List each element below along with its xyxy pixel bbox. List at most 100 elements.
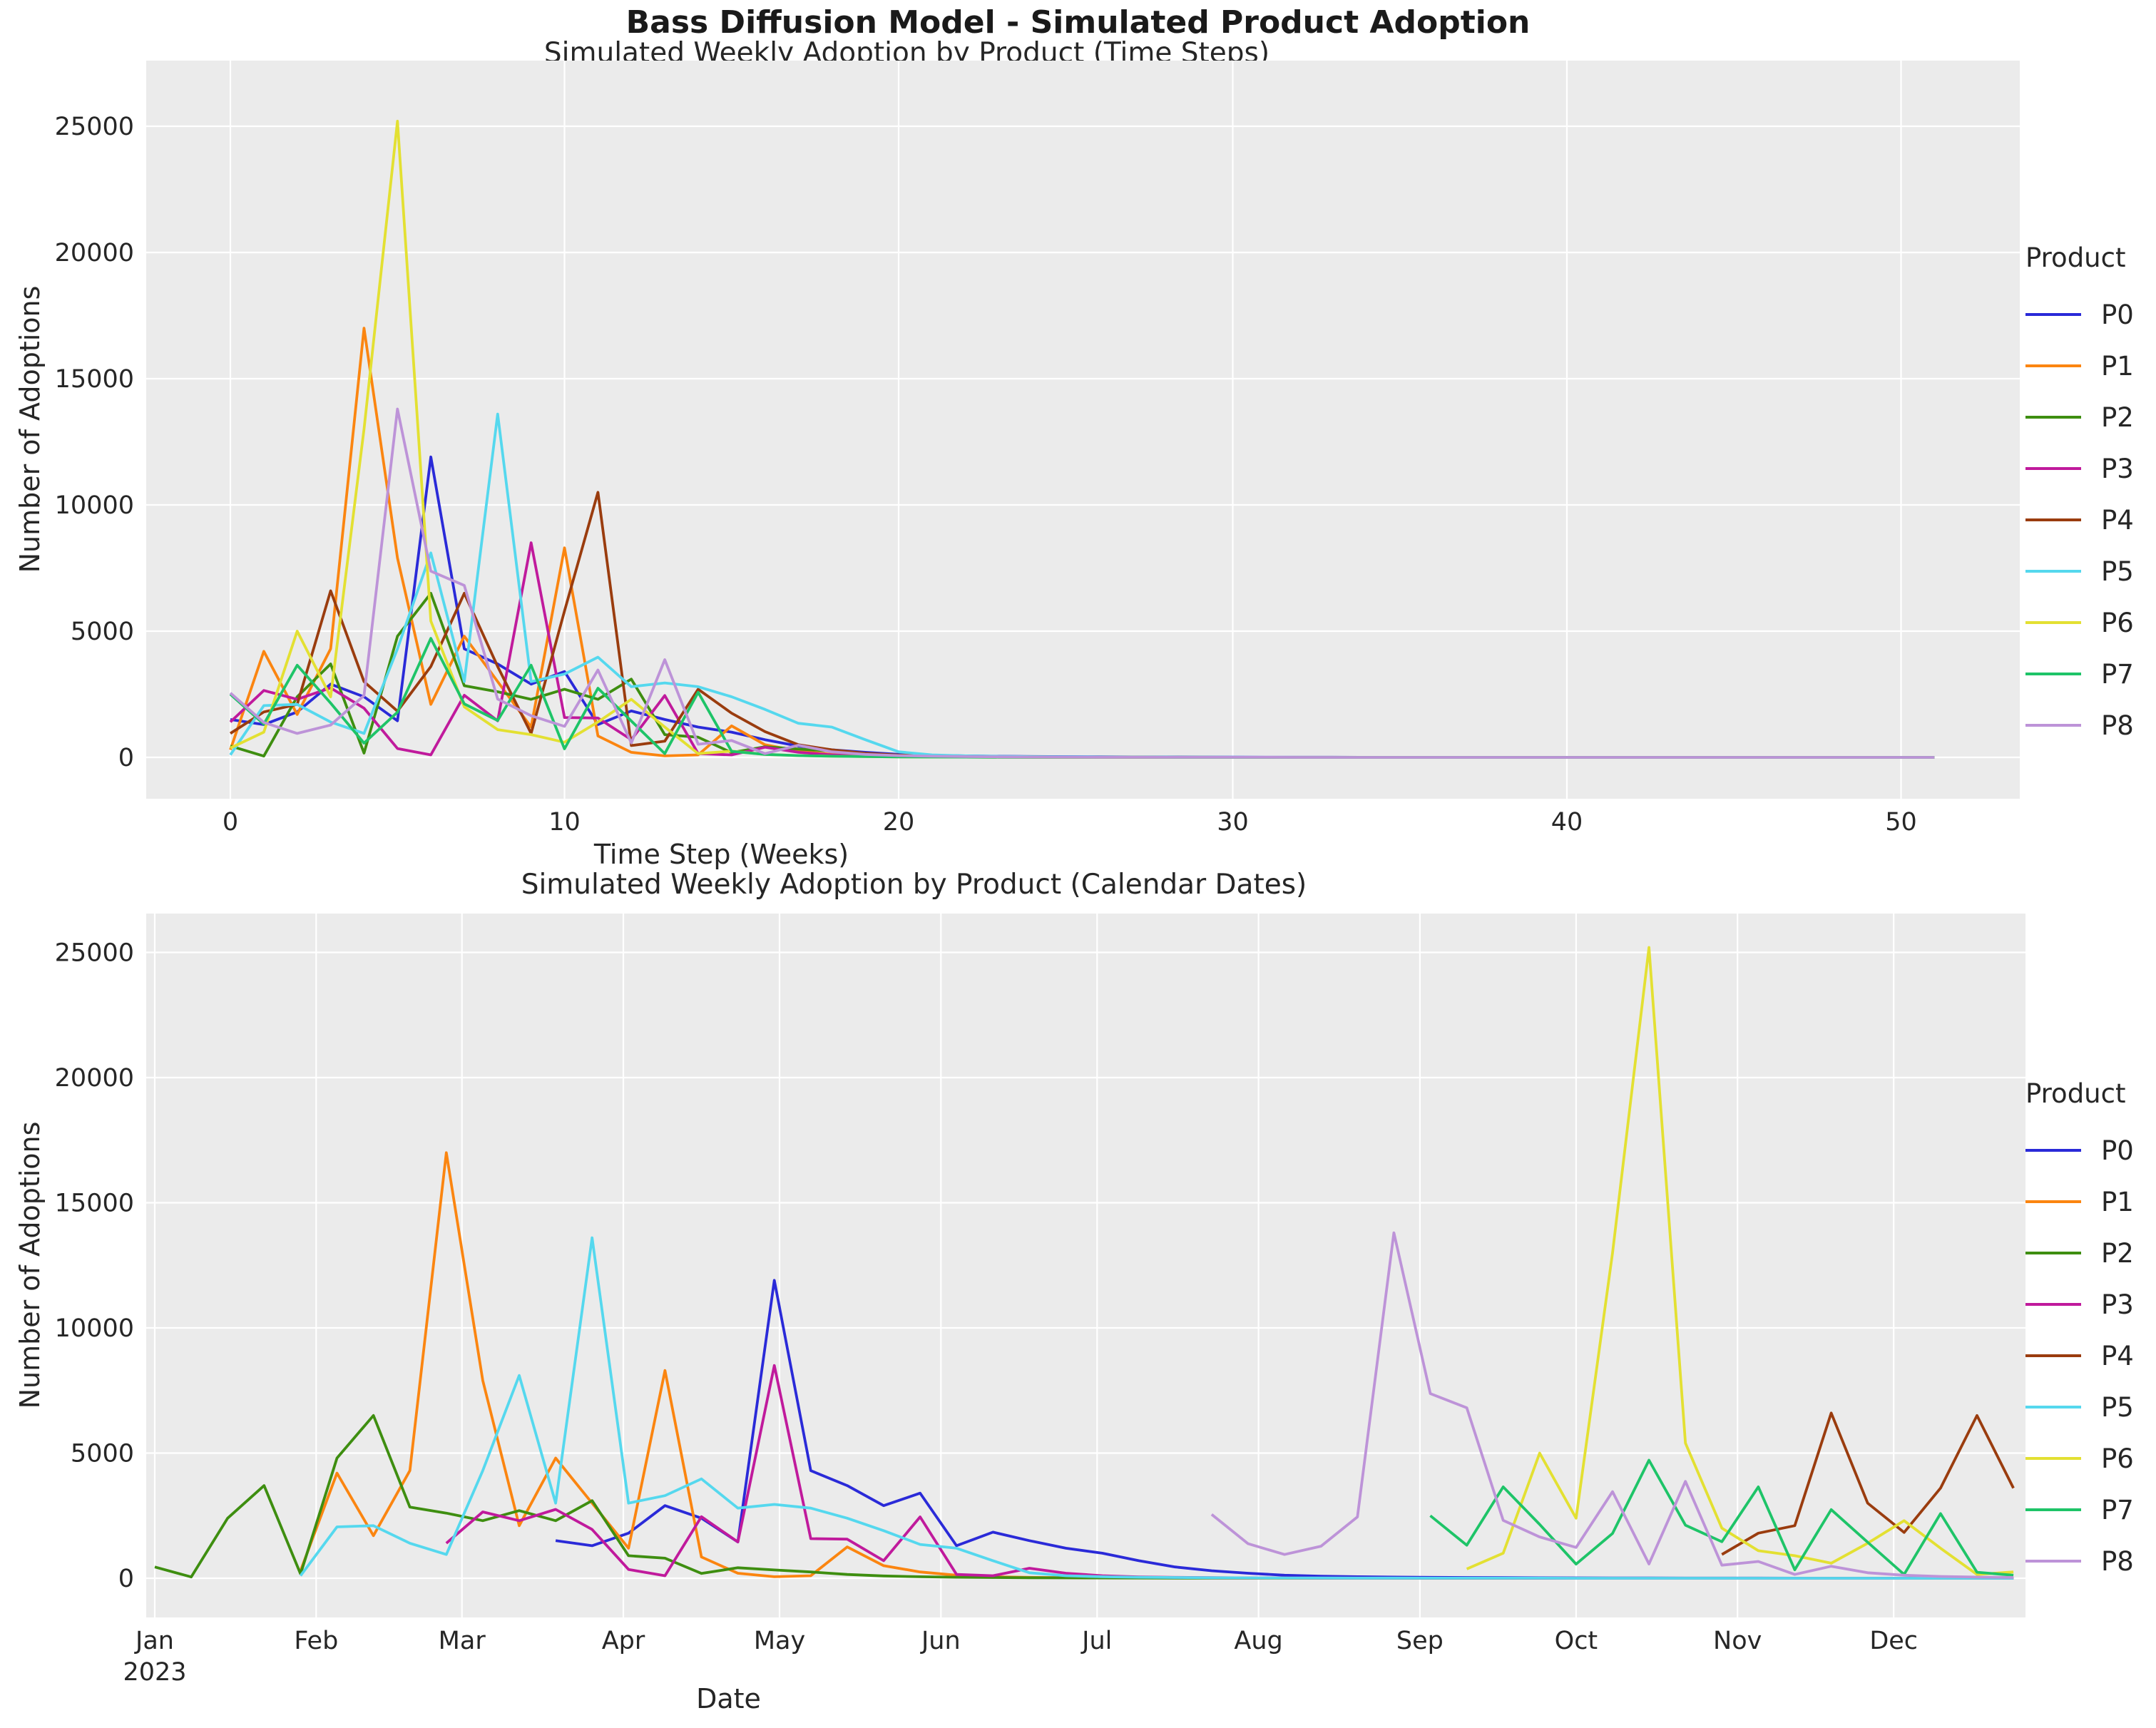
legend-label-P4: P4 [2101,1340,2134,1371]
legend-label-P3: P3 [2101,453,2134,484]
top-x-tick-label: 40 [1551,808,1583,837]
bottom-x-tick-label: Sep [1396,1627,1444,1655]
legend-item-bottom-P6: P6 [2025,1433,2154,1484]
legend-item-bottom-P3: P3 [2025,1279,2154,1330]
legend-label-P1: P1 [2101,350,2134,382]
plot-area-bottom [146,914,2025,1617]
top-y-tick-label: 20000 [55,239,134,267]
legend-swatch-P2 [2025,416,2081,419]
legend-item-top-P4: P4 [2025,494,2154,546]
legend-top-title: Product [2025,242,2126,273]
bottom-x-tick-label: Jun [920,1627,961,1655]
legend-label-P1: P1 [2101,1186,2134,1217]
bottom-y-tick-label: 25000 [55,939,134,968]
bottom-x-tick-label: May [754,1627,805,1655]
bottom-x-tick-label: Jul [1080,1627,1112,1655]
legend-bottom-items: P0 P1 P2 P3 P4 P5 P6 P7 P8 [2025,1125,2154,1587]
bottom-x-tick-label: Apr [602,1627,645,1655]
bottom-x-tick-label: Jan [134,1627,174,1655]
legend-item-top-P0: P0 [2025,289,2154,340]
legend-item-bottom-P4: P4 [2025,1330,2154,1381]
plot-area-top [146,61,2020,799]
legend-label-P6: P6 [2101,1443,2134,1474]
top-y-tick-label: 25000 [55,113,134,141]
bottom-y-tick-label: 10000 [55,1314,134,1343]
series-line-bottom-P5 [299,1236,2014,1580]
legend-item-bottom-P8: P8 [2025,1535,2154,1587]
bottom-x-tick-label: Oct [1555,1627,1598,1655]
series-line-bottom-P6 [1466,946,2014,1576]
legend-label-P7: P7 [2101,1494,2134,1525]
legend-item-bottom-P2: P2 [2025,1227,2154,1279]
legend-label-P2: P2 [2101,1237,2134,1269]
legend-top: Product P0 P1 P2 P3 P4 P5 P6 P7 P8 [2025,242,2154,751]
legend-swatch-P6 [2025,1457,2081,1460]
legend-label-P5: P5 [2101,556,2134,587]
series-line-top-P8 [229,407,1935,759]
legend-swatch-P2 [2025,1252,2081,1254]
legend-swatch-P1 [2025,1200,2081,1203]
legend-label-P0: P0 [2101,299,2134,330]
bottom-y-tick-label: 5000 [71,1440,134,1468]
legend-label-P8: P8 [2101,710,2134,741]
legend-swatch-P3 [2025,467,2081,470]
bottom-chart-title: Simulated Weekly Adoption by Product (Ca… [521,869,1307,901]
legend-label-P5: P5 [2101,1391,2134,1423]
top-x-tick-label: 30 [1217,808,1249,837]
series-line-bottom-P7 [1429,1458,2014,1577]
top-x-tick-label: 0 [223,808,238,837]
legend-label-P2: P2 [2101,402,2134,433]
legend-swatch-P5 [2025,570,2081,573]
top-x-axis-label: Time Step (Weeks) [593,839,849,870]
legend-swatch-P5 [2025,1406,2081,1409]
series-line-bottom-P8 [1210,1231,2014,1579]
top-x-tick-label: 50 [1885,808,1917,837]
top-x-tick-label: 10 [548,808,581,837]
legend-bottom-title: Product [2025,1078,2126,1109]
series-line-bottom-P4 [1721,1411,2015,1556]
legend-item-top-P8: P8 [2025,700,2154,751]
legend-item-top-P7: P7 [2025,648,2154,700]
legend-swatch-P7 [2025,673,2081,675]
legend-swatch-P7 [2025,1508,2081,1511]
legend-bottom: Product P0 P1 P2 P3 P4 P5 P6 P7 P8 [2025,1078,2154,1587]
legend-swatch-P1 [2025,364,2081,367]
top-x-tick-label: 20 [883,808,915,837]
legend-item-bottom-P1: P1 [2025,1176,2154,1227]
legend-label-P8: P8 [2101,1545,2134,1577]
bottom-x-axis-label: Date [696,1683,761,1714]
legend-item-bottom-P0: P0 [2025,1125,2154,1176]
legend-swatch-P0 [2025,313,2081,316]
bottom-x-tick-label: Nov [1713,1627,1762,1655]
legend-item-bottom-P7: P7 [2025,1484,2154,1535]
legend-item-top-P5: P5 [2025,546,2154,597]
bottom-y-axis-label: Number of Adoptions [14,1121,46,1409]
top-y-tick-label: 15000 [55,365,134,394]
legend-swatch-P6 [2025,621,2081,624]
figure-suptitle: Bass Diffusion Model - Simulated Product… [625,4,1531,41]
legend-label-P7: P7 [2101,658,2134,690]
legend-label-P6: P6 [2101,607,2134,638]
legend-item-top-P2: P2 [2025,392,2154,443]
legend-swatch-P8 [2025,1560,2081,1563]
bottom-y-tick-label: 15000 [55,1190,134,1218]
top-y-tick-label: 5000 [71,618,134,646]
legend-label-P3: P3 [2101,1289,2134,1320]
bottom-y-tick-label: 0 [118,1565,134,1593]
legend-label-P4: P4 [2101,504,2134,536]
top-y-axis-label: Number of Adoptions [14,285,46,573]
bottom-x-tick-label: Mar [439,1627,486,1655]
legend-swatch-P0 [2025,1149,2081,1152]
bottom-x-tick-label: Feb [294,1627,338,1655]
top-y-tick-label: 10000 [55,491,134,520]
bottom-y-tick-label: 20000 [55,1064,134,1093]
bottom-x-tick-year-label: 2023 [123,1658,186,1687]
legend-item-top-P3: P3 [2025,443,2154,494]
legend-item-top-P1: P1 [2025,340,2154,392]
legend-swatch-P8 [2025,724,2081,727]
legend-swatch-P4 [2025,1354,2081,1357]
top-y-tick-label: 0 [118,744,134,772]
legend-label-P0: P0 [2101,1135,2134,1166]
legend-top-items: P0 P1 P2 P3 P4 P5 P6 P7 P8 [2025,289,2154,751]
